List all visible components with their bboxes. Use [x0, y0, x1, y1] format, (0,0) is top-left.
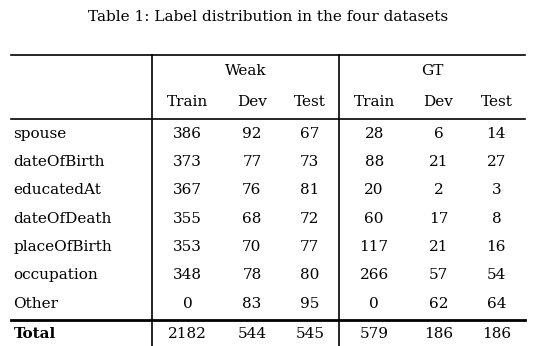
Text: dateOfDeath: dateOfDeath [13, 212, 112, 226]
Text: 6: 6 [434, 127, 443, 140]
Text: 62: 62 [429, 297, 448, 311]
Text: 76: 76 [242, 183, 262, 197]
Text: 27: 27 [487, 155, 506, 169]
Text: 355: 355 [173, 212, 202, 226]
Text: 80: 80 [300, 268, 319, 282]
Text: 88: 88 [364, 155, 384, 169]
Text: 367: 367 [173, 183, 202, 197]
Text: 2182: 2182 [168, 327, 207, 342]
Text: 386: 386 [173, 127, 202, 140]
Text: 2: 2 [434, 183, 443, 197]
Text: Other: Other [13, 297, 58, 311]
Text: 67: 67 [300, 127, 319, 140]
Text: 117: 117 [360, 240, 389, 254]
Text: 78: 78 [242, 268, 262, 282]
Text: 8: 8 [492, 212, 501, 226]
Text: placeOfBirth: placeOfBirth [13, 240, 112, 254]
Text: dateOfBirth: dateOfBirth [13, 155, 105, 169]
Text: 20: 20 [364, 183, 384, 197]
Text: Train: Train [167, 95, 208, 109]
Text: Train: Train [354, 95, 394, 109]
Text: Table 1: Label distribution in the four datasets: Table 1: Label distribution in the four … [88, 10, 448, 24]
Text: 77: 77 [242, 155, 262, 169]
Text: GT: GT [421, 64, 443, 78]
Text: 0: 0 [369, 297, 379, 311]
Text: 266: 266 [360, 268, 389, 282]
Text: 545: 545 [295, 327, 324, 342]
Text: 544: 544 [237, 327, 266, 342]
Text: 17: 17 [429, 212, 448, 226]
Text: 73: 73 [300, 155, 319, 169]
Text: 186: 186 [482, 327, 511, 342]
Text: Total: Total [13, 327, 56, 342]
Text: 54: 54 [487, 268, 506, 282]
Text: 0: 0 [183, 297, 192, 311]
Text: 77: 77 [300, 240, 319, 254]
Text: 14: 14 [487, 127, 506, 140]
Text: Weak: Weak [225, 64, 266, 78]
Text: 348: 348 [173, 268, 202, 282]
Text: 72: 72 [300, 212, 319, 226]
Text: 68: 68 [242, 212, 262, 226]
Text: 92: 92 [242, 127, 262, 140]
Text: 83: 83 [242, 297, 262, 311]
Text: 28: 28 [364, 127, 384, 140]
Text: 95: 95 [300, 297, 319, 311]
Text: Dev: Dev [237, 95, 267, 109]
Text: 70: 70 [242, 240, 262, 254]
Text: Test: Test [480, 95, 512, 109]
Text: 81: 81 [300, 183, 319, 197]
Text: 353: 353 [173, 240, 202, 254]
Text: occupation: occupation [13, 268, 98, 282]
Text: 373: 373 [173, 155, 202, 169]
Text: 64: 64 [487, 297, 506, 311]
Text: 16: 16 [487, 240, 506, 254]
Text: 186: 186 [424, 327, 453, 342]
Text: 21: 21 [429, 155, 448, 169]
Text: Dev: Dev [423, 95, 453, 109]
Text: educatedAt: educatedAt [13, 183, 101, 197]
Text: 60: 60 [364, 212, 384, 226]
Text: Test: Test [294, 95, 326, 109]
Text: 57: 57 [429, 268, 448, 282]
Text: spouse: spouse [13, 127, 66, 140]
Text: 579: 579 [360, 327, 389, 342]
Text: 3: 3 [492, 183, 501, 197]
Text: 21: 21 [429, 240, 448, 254]
